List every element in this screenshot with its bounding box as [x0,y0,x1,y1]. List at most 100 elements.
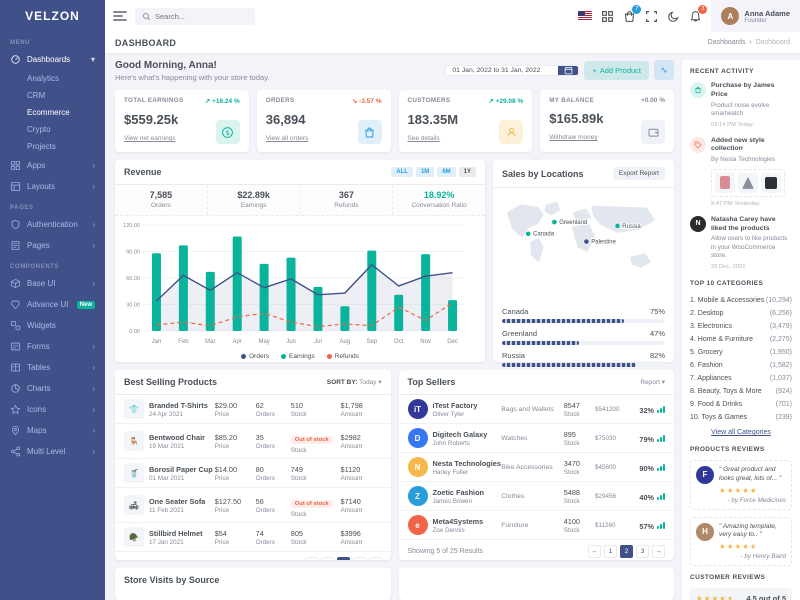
sidebar-item-projects[interactable]: Projects [27,142,56,151]
sidebar-item-layouts[interactable]: Layouts › [0,176,105,197]
list-item[interactable]: 10. Toys & Games (239) [690,413,792,421]
notifications-bell-icon[interactable]: 3 [689,4,708,23]
sidebar-item-dashboards[interactable]: Dashboards ▾ [0,49,105,70]
pagination-prev[interactable]: ← [304,557,318,560]
search-input[interactable] [155,11,245,21]
list-item[interactable]: 9. Food & Drinks (701) [690,400,792,408]
activity-item[interactable]: Purchase by James Price Product noise ev… [690,82,792,128]
sidebar-item-maps[interactable]: Maps › [0,420,105,441]
sidebar-item-authentication[interactable]: Authentication › [0,214,105,235]
date-range-input[interactable] [446,65,559,75]
sidebar-item-advance-ui[interactable]: Advance UI New [0,294,105,315]
chevron-right-icon: › [92,447,95,456]
filter-all-button[interactable]: ALL [391,167,413,177]
dark-mode-icon[interactable] [667,10,680,23]
filter-1y-button[interactable]: 1Y [458,167,476,177]
sidebar-item-multi-level[interactable]: Multi Level › [0,441,105,462]
star-rating: ★★★★★ [719,485,758,495]
list-item[interactable]: 4. Home & Furniture (2,275) [690,335,792,343]
stat-link[interactable]: See details [407,135,440,142]
pagination-page-2[interactable]: 2 [336,557,350,560]
results-summary: Showing 5 of 25 Results [407,548,484,555]
pagination-page-3[interactable]: 3 [352,557,366,560]
breadcrumb-parent[interactable]: Dashboards [707,39,746,46]
table-row[interactable]: 🛋 One Seater Sofa 11 Feb 2021 $127.50 Price… [115,487,391,522]
review-card[interactable]: F " Great product and looks great, lots … [690,459,792,510]
fullscreen-icon[interactable] [645,10,658,23]
sidebar-item-icons[interactable]: Icons › [0,399,105,420]
stat-link[interactable]: View net earnings [124,135,176,142]
pagination-next[interactable]: → [368,557,382,560]
pagination-next[interactable]: → [652,545,665,558]
cart-icon[interactable]: 7 [623,4,642,23]
app-logo[interactable]: VELZON [25,9,80,23]
table-row[interactable]: 🪑 Bentwood Chair 19 Mar 2021 $85.20 Price 3… [115,423,391,458]
product-image[interactable] [761,172,781,193]
table-row[interactable]: N Nesta Technologies Harley Fuller Bike Ac… [398,452,674,481]
sidebar-item-crypto[interactable]: Crypto [27,125,51,134]
sidebar-item-analytics[interactable]: Analytics [27,74,60,83]
review-card[interactable]: H " Amazing template, very easy to.. " ★… [690,516,792,567]
product-image[interactable] [738,172,758,193]
sidebar-item-base-ui[interactable]: Base UI › [0,273,105,294]
list-item[interactable]: 3. Electronics (3,479) [690,322,792,330]
pagination-page-2[interactable]: 2 [620,545,633,558]
activity-item[interactable]: N Natasha Carey have liked the products … [690,215,792,270]
table-row[interactable]: iT iTest Factory Oliver Tyler Bags and Wal… [399,395,675,423]
user-profile-button[interactable]: A Anna Adame Founder [711,0,800,32]
table-row[interactable]: Z Zoetic Fashion James Bowen Clothes 5488 S… [398,481,674,510]
apps-grid-icon[interactable] [601,10,614,23]
list-item[interactable]: 5. Grocery (1,950) [690,348,792,356]
stat-link[interactable]: Withdraw money [549,134,598,141]
sidebar-item-widgets[interactable]: Widgets [0,315,105,336]
sidebar-item-ecommerce[interactable]: Ecommerce [27,108,70,117]
list-item[interactable]: 1. Mobile & Accessories (10,294) [690,296,792,304]
table-row[interactable]: e Meta4Systems Zoe Dennis Furniture 4100 St… [398,510,674,539]
revenue-title: Revenue [124,167,162,177]
sidebar-item-pages[interactable]: Pages › [0,235,105,256]
table-row[interactable]: 🥤 Borosil Paper Cup 01 Mar 2021 $14.00 Pric… [115,458,391,487]
legend-dot [281,354,286,359]
report-dropdown[interactable]: Report ▾ [640,379,665,386]
pagination-page-3[interactable]: 3 [636,545,649,558]
table-row[interactable]: 🪖 Stillbird Helmet 17 Jan 2021 $54 Price 74… [115,522,391,551]
search-box[interactable] [135,7,255,25]
table-row[interactable]: D Digitech Galaxy John Roberts Watches 895… [398,423,674,452]
sidebar-item-charts[interactable]: Charts › [0,378,105,399]
table-row[interactable]: 👕 Branded T-Shirts 24 Apr 2021 $29.00 Price… [115,395,391,423]
pagination-page-1[interactable]: 1 [320,557,334,560]
chevron-right-icon: › [92,220,95,229]
view-all-categories-link[interactable]: View all Categories [711,428,771,436]
overall-rating-box: ★★★★★ 4.5 out of 5 [690,588,792,600]
sidebar-item-apps[interactable]: Apps › [0,155,105,176]
chevron-right-icon: › [92,279,95,288]
notifications-badge: 3 [698,4,708,14]
sidebar-item-forms[interactable]: Forms › [0,336,105,357]
greeting-title: Good Morning, Anna! [115,60,217,71]
sidebar-item-tables[interactable]: Tables › [0,357,105,378]
calendar-icon[interactable] [558,65,579,75]
activity-pulse-button[interactable]: ∿ [654,60,674,80]
product-image[interactable] [715,172,735,193]
best-selling-title: Best Selling Products [124,377,218,387]
world-map[interactable]: Greenland Canada Russia Palestine [493,188,674,299]
hamburger-menu-icon[interactable] [113,9,127,24]
revenue-chart[interactable]: 0.00 30.00 60.00 90.00 120.00 Jan Feb Mar Apr May… [115,216,485,351]
sort-by-dropdown[interactable]: SORT BY: Today ▾ [326,379,382,386]
pagination-prev[interactable]: ← [588,545,601,558]
filter-6m-button[interactable]: 6M [437,167,456,177]
list-item[interactable]: 7. Appliances (1,037) [690,374,792,382]
add-product-button[interactable]: + Add Product [584,60,649,80]
date-range-picker[interactable] [445,64,580,76]
stat-link[interactable]: View all orders [265,135,309,142]
filter-1m-button[interactable]: 1M [415,167,435,177]
sidebar-item-crm[interactable]: CRM [27,91,46,100]
list-item[interactable]: 8. Beauty, Toys & More (924) [690,387,792,395]
refunds-count: 367 [338,190,354,200]
language-flag-button[interactable] [578,11,593,21]
list-item[interactable]: 2. Desktop (6,256) [690,309,792,317]
list-item[interactable]: 6. Fashion (1,582) [690,361,792,369]
activity-item[interactable]: Added new style collection By Nesta Tech… [690,136,792,207]
pagination-page-1[interactable]: 1 [604,545,617,558]
export-report-button[interactable]: Export Report [612,167,665,180]
